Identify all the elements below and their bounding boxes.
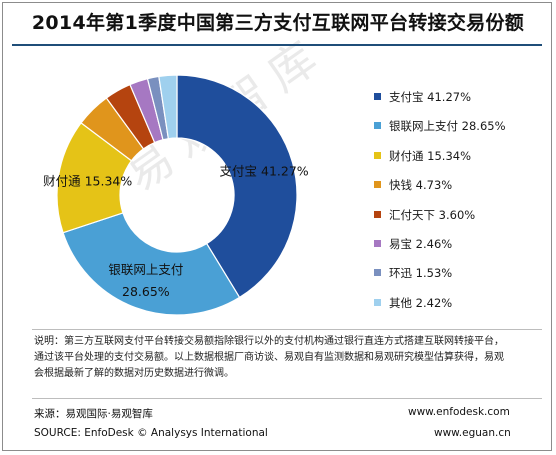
- donut-slice-8: [158, 74, 178, 140]
- legend-swatch-4: [374, 181, 381, 189]
- legend-item-1: 支付宝 41.27%: [374, 90, 549, 119]
- donut-slice-2: [62, 212, 241, 316]
- legend-swatch-8: [374, 298, 381, 306]
- slice-label-1-line-1: 支付宝 41.27%: [220, 163, 309, 178]
- slice-label-3-line-1: 财付通 15.34%: [43, 173, 132, 188]
- legend-item-4: 快钱 4.73%: [374, 178, 549, 207]
- slice-label-2-line-2: 28.65%: [122, 284, 170, 299]
- legend-label-4: 快钱 4.73%: [389, 178, 453, 193]
- source-url-eguan[interactable]: www.eguan.cn: [434, 427, 511, 439]
- source-url-enfodesk[interactable]: www.enfodesk.com: [408, 406, 510, 418]
- legend-swatch-7: [374, 269, 381, 277]
- note-divider: [32, 329, 542, 330]
- source-cn: 来源：易观国际·易观智库: [34, 408, 153, 420]
- donut-slice-1: [176, 74, 298, 299]
- legend-label-7: 环迅 1.53%: [389, 266, 453, 281]
- legend-label-1: 支付宝 41.27%: [389, 90, 472, 104]
- legend-label-8: 其他 2.42%: [389, 295, 453, 310]
- legend-label-3: 财付通 15.34%: [389, 148, 472, 163]
- slice-label-2-line-1: 银联网上支付: [108, 262, 183, 277]
- source-en: SOURCE: EnfoDesk © Analysys Internationa…: [34, 427, 268, 439]
- legend-swatch-2: [374, 122, 381, 130]
- legend-item-7: 环迅 1.53%: [374, 266, 549, 295]
- legend-item-3: 财付通 15.34%: [374, 149, 549, 178]
- legend-swatch-6: [374, 239, 381, 247]
- chart-title: 2014年第1季度中国第三方支付互联网平台转接交易份额: [31, 12, 525, 34]
- legend-item-2: 银联网上支付 28.65%: [374, 119, 549, 148]
- legend-swatch-1: [374, 93, 381, 100]
- legend-label-2: 银联网上支付 28.65%: [389, 119, 506, 134]
- legend-item-6: 易宝 2.46%: [374, 237, 549, 266]
- legend-swatch-3: [374, 151, 381, 159]
- legend-swatch-5: [374, 210, 381, 218]
- title-divider: [12, 44, 542, 46]
- chart-legend: 支付宝 41.27% 银联网上支付 28.65% 财付通 15.34% 快钱 4.73…: [374, 90, 549, 325]
- donut-chart: 支付宝 41.27% 银联网上支付 28.65% 财付通 15.34%: [43, 74, 309, 316]
- legend-item-5: 汇付天下 3.60%: [374, 208, 549, 237]
- explanatory-note: 说明：第三方互联网支付平台转接交易额指除银行以外的支付机构通过银行直连方式搭建互…: [34, 336, 504, 379]
- legend-label-5: 汇付天下 3.60%: [389, 207, 476, 222]
- source-divider: [32, 398, 542, 399]
- legend-label-6: 易宝 2.46%: [389, 236, 453, 251]
- legend-item-8: 其他 2.42%: [374, 296, 549, 325]
